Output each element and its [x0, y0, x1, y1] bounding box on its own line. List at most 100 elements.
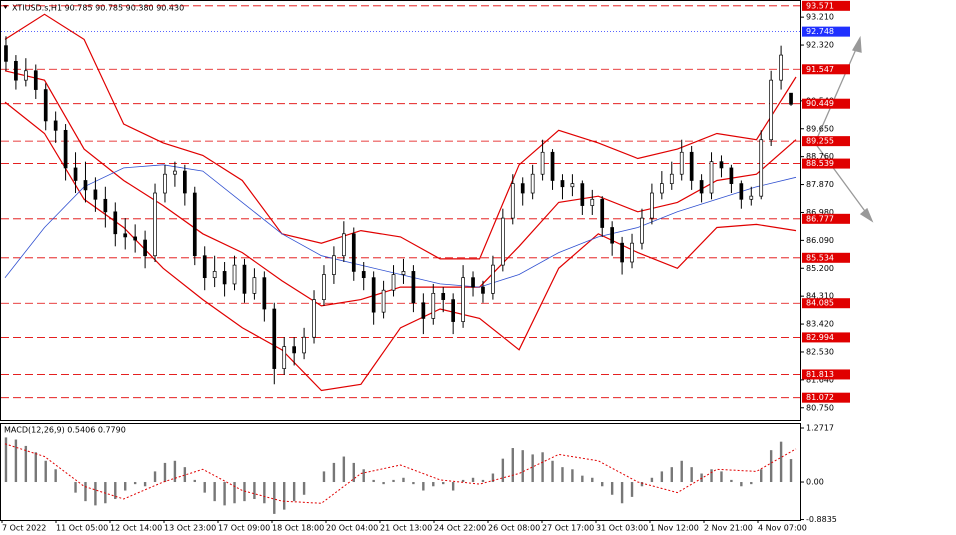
candle-body [43, 89, 48, 122]
candle-body [659, 183, 664, 194]
macd-bar [14, 439, 18, 483]
macd-bar [581, 475, 584, 483]
level-label: 81.813 [806, 370, 834, 379]
macd-bar [422, 482, 425, 491]
macd-bar [283, 482, 286, 510]
candle-body [103, 198, 108, 213]
x-tick-label: 12 Oct 14:00 [110, 524, 162, 533]
x-tick-label: 18 Oct 18:00 [272, 524, 324, 533]
y-tick-label: 86.090 [806, 236, 834, 245]
candle-body [620, 242, 624, 263]
candle-body [421, 302, 426, 319]
candle-body [282, 346, 287, 369]
candle-body [699, 180, 704, 194]
macd-bar [670, 467, 673, 483]
candle-body [769, 79, 774, 141]
macd-bar [551, 460, 554, 483]
macd-bar [461, 479, 465, 483]
candle-body [580, 183, 585, 206]
macd-bar [491, 473, 495, 483]
candle-body [500, 217, 505, 266]
candle-body [222, 271, 227, 285]
candle-body [143, 239, 147, 257]
candle-body [630, 242, 634, 263]
macd-bar [372, 479, 375, 483]
level-box [802, 136, 850, 147]
macd-bar [710, 469, 713, 483]
level-box [802, 26, 850, 37]
macd-bar [233, 482, 236, 504]
macd-bar [521, 450, 524, 483]
candle-body [123, 233, 128, 238]
candle-body [361, 271, 366, 279]
macd-bar [740, 482, 743, 487]
macd-bar [432, 482, 435, 487]
y-tick-label: 81.640 [806, 375, 834, 384]
macd-bar [302, 482, 306, 495]
macd-bar [750, 482, 753, 485]
x-tick-label: 13 Oct 23:00 [164, 524, 216, 533]
candle-body [262, 277, 267, 310]
candle-body [272, 308, 277, 369]
level-box [802, 213, 850, 224]
candle-body [411, 271, 416, 304]
macd-label: MACD(12,26,9) 0.5406 0.7790 [4, 426, 126, 435]
bollinger-band [4, 70, 797, 307]
level-label: 89.255 [806, 137, 834, 146]
candle-body [749, 195, 754, 200]
candle-body [93, 189, 98, 200]
macd-bar [44, 460, 47, 483]
macd-bar [223, 482, 226, 506]
forecast-arrows [814, 35, 874, 223]
candle-body [650, 192, 654, 219]
macd-bar [133, 482, 137, 485]
level-label: 93.571 [806, 1, 834, 10]
x-tick-label: 4 Nov 07:00 [758, 524, 807, 533]
candle-body [481, 286, 485, 294]
macd-bar [124, 482, 127, 491]
level-label: 81.072 [806, 393, 834, 402]
macd-bar [789, 459, 793, 483]
macd-bar [163, 462, 167, 483]
level-label: 82.994 [806, 333, 834, 342]
candle-body [560, 180, 565, 188]
candle-body [779, 54, 783, 81]
candle-body [570, 183, 575, 188]
macd-bar [730, 479, 733, 483]
macd-bar [34, 452, 37, 483]
candle-body [451, 299, 456, 322]
macd-bar [114, 482, 117, 500]
candle-body [332, 255, 336, 275]
candle-body [550, 151, 555, 181]
candle-body [590, 198, 595, 206]
candle-body [540, 151, 545, 175]
bollinger-band [4, 13, 797, 260]
x-tick-label: 7 Oct 2022 [2, 524, 46, 533]
candle-body [14, 60, 18, 81]
macd-bar [451, 482, 455, 491]
candle-body [341, 233, 346, 257]
macd-bar [531, 454, 534, 483]
macd-panel [0, 423, 801, 521]
macd-bar [541, 452, 544, 483]
candle-body [789, 92, 793, 105]
x-tick-label: 21 Oct 13:00 [380, 524, 432, 533]
macd-bar [4, 437, 8, 483]
macd-bar [680, 460, 683, 483]
level-label: 90.449 [806, 99, 834, 108]
candle-body [530, 173, 535, 194]
level-box [802, 252, 850, 263]
macd-bar [24, 445, 28, 483]
candle-body [640, 217, 644, 244]
candle-body [23, 70, 28, 81]
moving-average [4, 164, 797, 288]
macd-bar [203, 482, 206, 493]
macd-bar [561, 467, 564, 483]
macd-signal [4, 443, 797, 504]
x-tick-label: 20 Oct 04:00 [326, 524, 378, 533]
level-box [802, 392, 850, 403]
macd-bar [769, 450, 773, 483]
x-tick-label: 24 Oct 22:00 [434, 524, 486, 533]
level-label: 92.748 [806, 27, 834, 36]
